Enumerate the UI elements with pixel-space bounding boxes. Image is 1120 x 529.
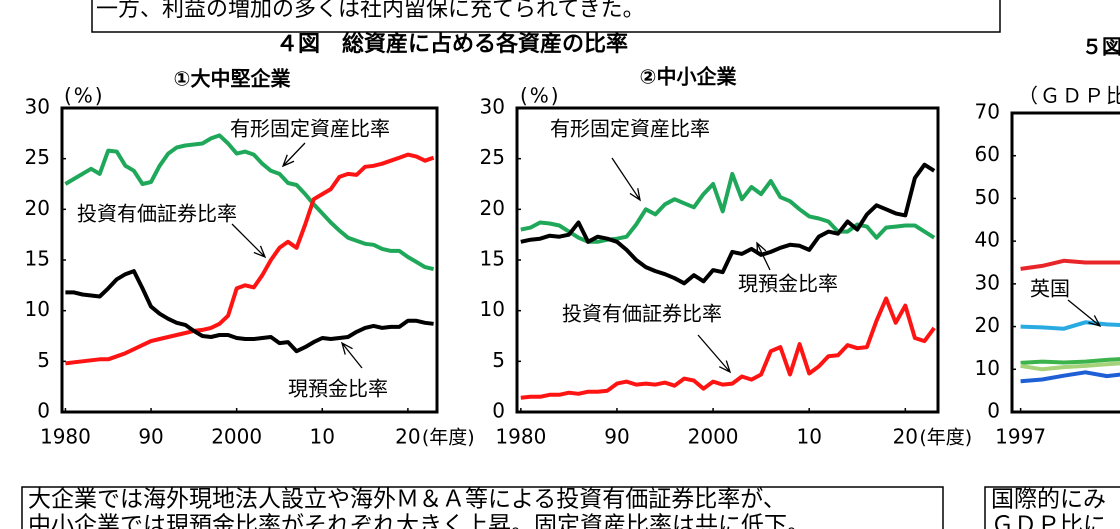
series-line xyxy=(1020,370,1120,384)
y-tick-label: 40 xyxy=(975,228,1000,252)
y-tick-label: 60 xyxy=(975,142,1000,166)
series-label: 現預金比率 xyxy=(288,377,388,401)
x-tick-label: 2000 xyxy=(211,425,262,449)
series-line xyxy=(65,269,434,354)
series-label: 現預金比率 xyxy=(738,272,838,296)
y-tick-label: 5 xyxy=(37,348,50,372)
box-text: ＧＤＰ比に xyxy=(991,513,1106,529)
series-line xyxy=(64,133,435,272)
y-tick-label: 25 xyxy=(25,145,50,169)
y-tick-label: 20 xyxy=(975,313,1000,337)
annotation-arrow xyxy=(1067,299,1102,328)
x-tick-label: 2000 xyxy=(688,425,739,449)
series-line xyxy=(1020,357,1120,365)
y-tick-label: 10 xyxy=(975,356,1000,380)
y-unit: (%) xyxy=(64,84,105,108)
y-tick-label: 50 xyxy=(975,185,1000,209)
top-box-text: 一方、利益の増加の多くは社内留保に充てられてきた。 xyxy=(96,0,645,22)
plot-frame xyxy=(1010,111,1120,414)
x-tick-label: 1997 xyxy=(995,425,1046,449)
annotation-arrow xyxy=(697,334,732,374)
x-unit: (年度) xyxy=(422,427,475,449)
y-tick-label: 30 xyxy=(25,95,50,119)
x-tick-label: 10 xyxy=(310,425,335,449)
series-line xyxy=(65,152,435,366)
x-tick-label: 90 xyxy=(138,425,163,449)
chart-title: ５図 xyxy=(1082,35,1120,59)
series-line xyxy=(1020,361,1120,372)
y-tick-label: 20 xyxy=(480,196,505,220)
series-line xyxy=(520,296,936,400)
box-text: 大企業では海外現地法人設立や海外Ｍ＆Ａ等による投資有価証券比率が、 xyxy=(28,487,786,513)
series-label: 有形固定資産比率 xyxy=(550,117,710,141)
y-tick-label: 0 xyxy=(37,399,50,423)
series-line xyxy=(520,162,936,286)
bottom-right-box xyxy=(984,486,1120,529)
y-tick-label: 0 xyxy=(987,399,1000,423)
y-tick-label: 30 xyxy=(975,270,1000,294)
chart-title: ①大中堅企業 xyxy=(174,67,292,91)
series-label: 有形固定資産比率 xyxy=(230,117,390,141)
x-tick-label: 90 xyxy=(604,425,629,449)
box-text: 国際的にみ xyxy=(991,487,1106,513)
y-tick-label: 0 xyxy=(492,399,505,423)
x-tick-label: 20 xyxy=(893,425,918,449)
series-label: 投資有価証券比率 xyxy=(77,202,237,226)
chart-title: ②中小企業 xyxy=(640,65,738,89)
series-label: 投資有価証券比率 xyxy=(562,302,722,326)
x-unit: (年度) xyxy=(919,427,972,449)
annotation-arrow xyxy=(281,142,306,168)
series-label: 英国 xyxy=(1030,277,1070,301)
figure-title: ４図 総資産に占める各資産の比率 xyxy=(276,31,628,57)
y-unit: （ＧＤＰ比 xyxy=(1018,84,1120,108)
y-tick-label: 70 xyxy=(975,100,1000,124)
x-tick-label: 1980 xyxy=(40,425,91,449)
y-tick-label: 15 xyxy=(25,247,50,271)
annotation-arrow xyxy=(340,341,363,369)
top-box xyxy=(91,0,1001,33)
y-tick-label: 5 xyxy=(492,348,505,372)
y-tick-label: 15 xyxy=(480,247,505,271)
annotation-arrow xyxy=(611,157,641,202)
plot-frame xyxy=(515,106,940,414)
series-line xyxy=(1020,258,1120,271)
y-tick-label: 20 xyxy=(25,196,50,220)
annotation-arrow xyxy=(756,241,771,271)
y-tick-label: 10 xyxy=(480,297,505,321)
x-tick-label: 1980 xyxy=(495,425,546,449)
y-tick-label: 30 xyxy=(480,95,505,119)
x-tick-label: 20 xyxy=(395,425,420,449)
y-tick-label: 25 xyxy=(480,145,505,169)
y-tick-label: 10 xyxy=(25,297,50,321)
bottom-left-box xyxy=(21,486,944,529)
plot-frame xyxy=(60,106,439,414)
y-unit: (%) xyxy=(520,84,561,108)
annotation-arrow xyxy=(231,223,267,259)
x-tick-label: 10 xyxy=(796,425,821,449)
box-text: 中小企業では現預金比率がそれぞれ大きく上昇。固定資産比率は共に低下。 xyxy=(28,513,810,529)
series-line xyxy=(1020,320,1120,331)
